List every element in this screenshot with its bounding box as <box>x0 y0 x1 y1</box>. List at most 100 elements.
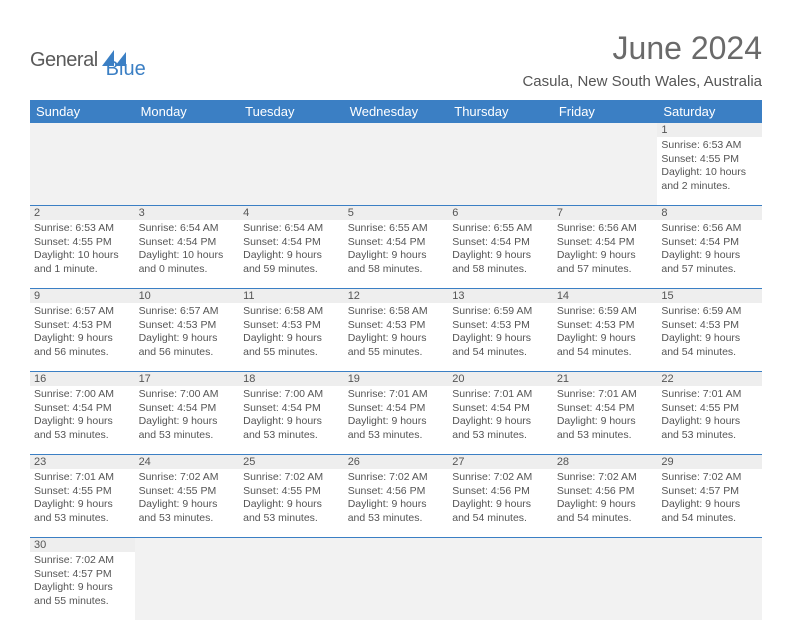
daylight-text: Daylight: 9 hours and 55 minutes. <box>243 332 340 359</box>
sunrise-text: Sunrise: 7:02 AM <box>348 471 445 485</box>
day-number-cell: 4 <box>239 206 344 221</box>
day-number-cell: 14 <box>553 289 658 304</box>
day-number-row: 30 <box>30 538 762 553</box>
daylight-text: Daylight: 9 hours and 54 minutes. <box>661 498 758 525</box>
daylight-text: Daylight: 9 hours and 53 minutes. <box>348 415 445 442</box>
day-cell <box>135 137 240 206</box>
logo-text-general: General <box>30 49 98 72</box>
daylight-text: Daylight: 9 hours and 54 minutes. <box>452 498 549 525</box>
day-cell: Sunrise: 7:02 AMSunset: 4:55 PMDaylight:… <box>135 469 240 538</box>
day-cell: Sunrise: 6:59 AMSunset: 4:53 PMDaylight:… <box>657 303 762 372</box>
day-cell <box>448 552 553 620</box>
day-number-cell: 6 <box>448 206 553 221</box>
day-number-row: 2345678 <box>30 206 762 221</box>
day-number-row: 23242526272829 <box>30 455 762 470</box>
sunrise-text: Sunrise: 7:01 AM <box>452 388 549 402</box>
weekday-header: Wednesday <box>344 100 449 123</box>
daylight-text: Daylight: 9 hours and 55 minutes. <box>348 332 445 359</box>
sunset-text: Sunset: 4:55 PM <box>661 402 758 416</box>
day-number-cell: 16 <box>30 372 135 387</box>
day-number-cell: 27 <box>448 455 553 470</box>
weekday-header: Sunday <box>30 100 135 123</box>
week-row: Sunrise: 6:57 AMSunset: 4:53 PMDaylight:… <box>30 303 762 372</box>
day-cell <box>30 137 135 206</box>
day-cell: Sunrise: 7:01 AMSunset: 4:54 PMDaylight:… <box>553 386 658 455</box>
day-cell: Sunrise: 7:00 AMSunset: 4:54 PMDaylight:… <box>239 386 344 455</box>
sunrise-text: Sunrise: 6:58 AM <box>243 305 340 319</box>
day-number-cell: 5 <box>344 206 449 221</box>
sunrise-text: Sunrise: 6:58 AM <box>348 305 445 319</box>
week-row: Sunrise: 6:53 AMSunset: 4:55 PMDaylight:… <box>30 137 762 206</box>
day-number-row: 1 <box>30 123 762 137</box>
daylight-text: Daylight: 9 hours and 53 minutes. <box>34 415 131 442</box>
weekday-header: Friday <box>553 100 658 123</box>
sunset-text: Sunset: 4:57 PM <box>661 485 758 499</box>
day-number-cell: 9 <box>30 289 135 304</box>
daylight-text: Daylight: 9 hours and 53 minutes. <box>661 415 758 442</box>
daylight-text: Daylight: 9 hours and 53 minutes. <box>139 498 236 525</box>
daylight-text: Daylight: 9 hours and 53 minutes. <box>34 498 131 525</box>
sunset-text: Sunset: 4:55 PM <box>34 485 131 499</box>
day-cell: Sunrise: 7:00 AMSunset: 4:54 PMDaylight:… <box>135 386 240 455</box>
sunrise-text: Sunrise: 7:02 AM <box>557 471 654 485</box>
week-row: Sunrise: 7:00 AMSunset: 4:54 PMDaylight:… <box>30 386 762 455</box>
day-number-cell: 28 <box>553 455 658 470</box>
sunrise-text: Sunrise: 7:02 AM <box>139 471 236 485</box>
day-cell: Sunrise: 6:55 AMSunset: 4:54 PMDaylight:… <box>448 220 553 289</box>
day-cell: Sunrise: 6:57 AMSunset: 4:53 PMDaylight:… <box>135 303 240 372</box>
day-cell: Sunrise: 6:53 AMSunset: 4:55 PMDaylight:… <box>657 137 762 206</box>
sunrise-text: Sunrise: 6:59 AM <box>661 305 758 319</box>
day-number-cell: 7 <box>553 206 658 221</box>
sunset-text: Sunset: 4:54 PM <box>348 402 445 416</box>
daylight-text: Daylight: 9 hours and 53 minutes. <box>452 415 549 442</box>
day-number-cell: 20 <box>448 372 553 387</box>
sunset-text: Sunset: 4:55 PM <box>243 485 340 499</box>
day-number-cell <box>135 123 240 137</box>
day-cell: Sunrise: 7:00 AMSunset: 4:54 PMDaylight:… <box>30 386 135 455</box>
day-cell: Sunrise: 7:02 AMSunset: 4:57 PMDaylight:… <box>30 552 135 620</box>
logo-text-blue: Blue <box>106 58 146 81</box>
daylight-text: Daylight: 9 hours and 54 minutes. <box>452 332 549 359</box>
day-number-cell <box>657 538 762 553</box>
sunset-text: Sunset: 4:55 PM <box>34 236 131 250</box>
sunrise-text: Sunrise: 7:00 AM <box>34 388 131 402</box>
sunset-text: Sunset: 4:54 PM <box>243 236 340 250</box>
day-number-cell <box>553 123 658 137</box>
daylight-text: Daylight: 9 hours and 53 minutes. <box>139 415 236 442</box>
day-number-cell: 1 <box>657 123 762 137</box>
calendar-table: Sunday Monday Tuesday Wednesday Thursday… <box>30 100 762 620</box>
day-cell: Sunrise: 6:56 AMSunset: 4:54 PMDaylight:… <box>553 220 658 289</box>
weekday-header: Saturday <box>657 100 762 123</box>
sunset-text: Sunset: 4:53 PM <box>243 319 340 333</box>
sunrise-text: Sunrise: 7:00 AM <box>139 388 236 402</box>
day-number-cell <box>135 538 240 553</box>
sunset-text: Sunset: 4:56 PM <box>452 485 549 499</box>
weekday-header-row: Sunday Monday Tuesday Wednesday Thursday… <box>30 100 762 123</box>
sunrise-text: Sunrise: 6:54 AM <box>139 222 236 236</box>
day-number-cell: 8 <box>657 206 762 221</box>
day-number-cell: 2 <box>30 206 135 221</box>
day-number-row: 16171819202122 <box>30 372 762 387</box>
day-cell <box>553 137 658 206</box>
sunset-text: Sunset: 4:53 PM <box>139 319 236 333</box>
week-row: Sunrise: 7:01 AMSunset: 4:55 PMDaylight:… <box>30 469 762 538</box>
day-cell: Sunrise: 7:02 AMSunset: 4:57 PMDaylight:… <box>657 469 762 538</box>
sunrise-text: Sunrise: 6:57 AM <box>139 305 236 319</box>
weekday-header: Tuesday <box>239 100 344 123</box>
sunset-text: Sunset: 4:53 PM <box>661 319 758 333</box>
month-title: June 2024 <box>522 30 762 67</box>
day-cell <box>239 137 344 206</box>
day-cell: Sunrise: 6:53 AMSunset: 4:55 PMDaylight:… <box>30 220 135 289</box>
sunset-text: Sunset: 4:56 PM <box>348 485 445 499</box>
sunrise-text: Sunrise: 6:59 AM <box>557 305 654 319</box>
daylight-text: Daylight: 9 hours and 54 minutes. <box>557 498 654 525</box>
day-number-cell <box>448 538 553 553</box>
day-cell <box>344 552 449 620</box>
day-cell: Sunrise: 6:59 AMSunset: 4:53 PMDaylight:… <box>553 303 658 372</box>
daylight-text: Daylight: 9 hours and 56 minutes. <box>34 332 131 359</box>
daylight-text: Daylight: 10 hours and 2 minutes. <box>661 166 758 193</box>
sunrise-text: Sunrise: 7:00 AM <box>243 388 340 402</box>
day-cell: Sunrise: 7:02 AMSunset: 4:56 PMDaylight:… <box>344 469 449 538</box>
weekday-header: Thursday <box>448 100 553 123</box>
daylight-text: Daylight: 9 hours and 59 minutes. <box>243 249 340 276</box>
